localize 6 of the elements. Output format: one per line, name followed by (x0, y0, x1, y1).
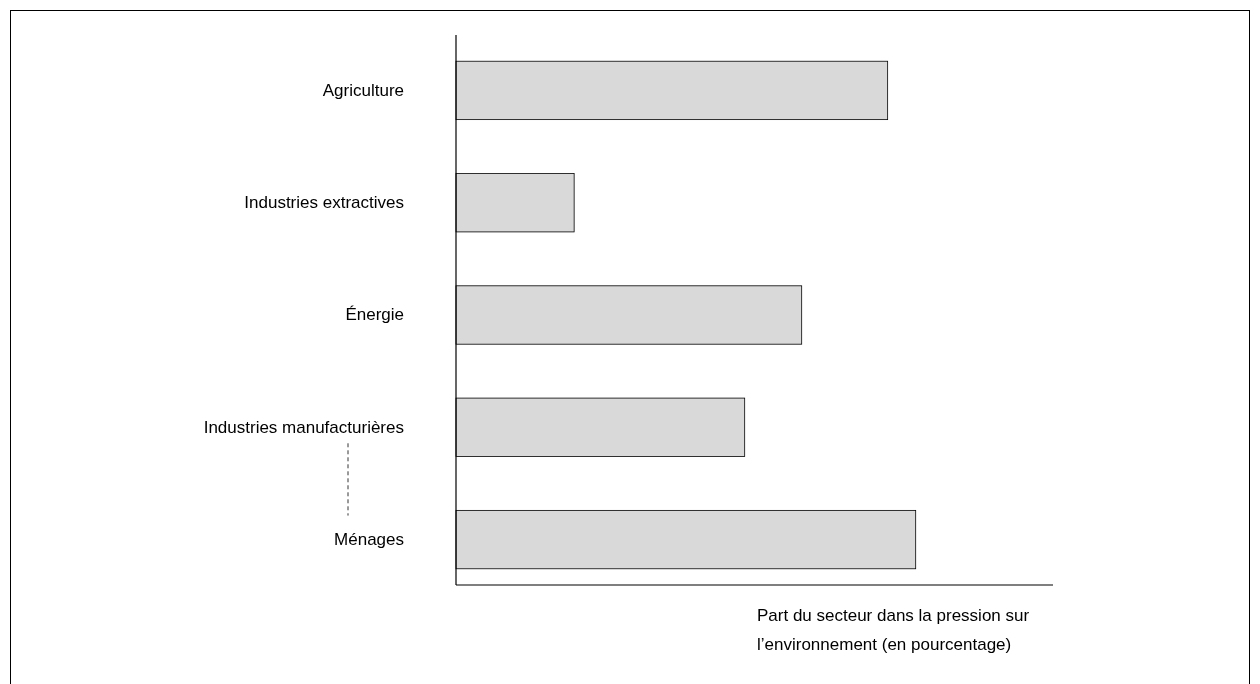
y-tick-label: Industries manufacturières (203, 417, 404, 437)
y-tick-label: Énergie (345, 305, 404, 325)
y-tick-label: Agriculture (322, 80, 404, 100)
y-tick-label: Industries extractives (244, 193, 404, 213)
y-tick-label: Ménages (334, 530, 404, 550)
x-axis-title: Part du secteur dans la pression sur l’environnement (en pourcentage) (757, 606, 1030, 654)
